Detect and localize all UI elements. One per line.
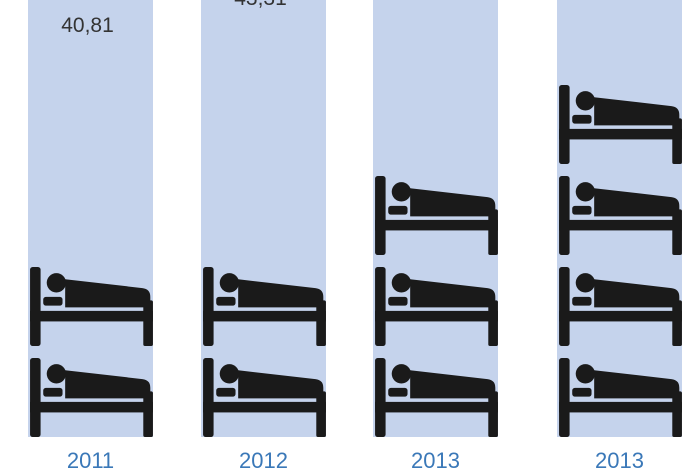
bar-1 bbox=[201, 0, 326, 437]
bar-0 bbox=[28, 0, 153, 438]
bars-group: 40,81201143,31201248,13201354,82013 bbox=[28, 0, 682, 473]
bar-2 bbox=[373, 0, 498, 437]
x-tick-label: 2013 bbox=[411, 448, 460, 473]
bar-3 bbox=[557, 0, 682, 438]
x-tick-label: 2011 bbox=[67, 448, 114, 473]
value-label: 40,81 bbox=[61, 14, 114, 37]
x-tick-label: 2012 bbox=[239, 448, 288, 473]
value-label: 43,31 bbox=[234, 0, 287, 10]
x-tick-label: 2013 bbox=[595, 448, 644, 473]
